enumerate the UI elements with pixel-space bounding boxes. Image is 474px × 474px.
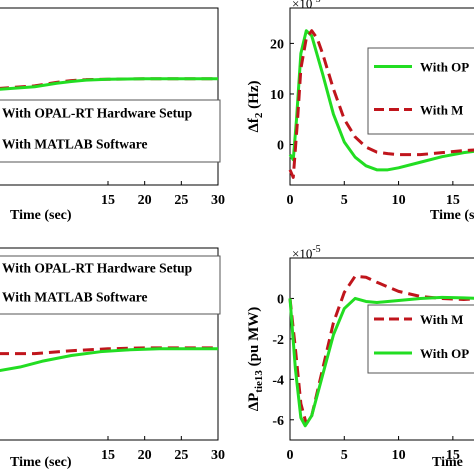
y-axis-label-ylabel_unit: (pu MW) bbox=[246, 307, 262, 370]
legend-label: With OP bbox=[420, 346, 469, 361]
y-axis-label: Δf2 (Hz) bbox=[246, 81, 265, 133]
y-axis-label-ylabel: ΔP bbox=[246, 393, 262, 412]
y-tick-label: -6 bbox=[272, 414, 284, 429]
panel-d: 0 5 10 15 0 -2 -4 -6 ×10-5 With M With OP Time ΔPtie… bbox=[246, 244, 474, 470]
axis-exponent: ×10-5 bbox=[292, 244, 321, 261]
x-tick-label: 30 bbox=[211, 193, 225, 208]
series-line-dashed-c bbox=[0, 346, 218, 356]
x-tick-label: 0 bbox=[287, 448, 294, 463]
legend-box-c bbox=[0, 255, 221, 315]
legend-box-b bbox=[367, 47, 474, 135]
x-tick-label: 20 bbox=[138, 448, 152, 463]
legend-box-d bbox=[367, 304, 474, 374]
x-tick-label: 10 bbox=[392, 193, 406, 208]
legend-label: With M bbox=[420, 312, 463, 327]
series-line-solid-c bbox=[0, 347, 218, 373]
x-axis-label: Time bbox=[432, 455, 463, 470]
legend-box-a bbox=[0, 99, 221, 163]
legend-label: With M bbox=[420, 103, 463, 118]
x-tick-label: 25 bbox=[174, 193, 188, 208]
legend-label: With OP bbox=[420, 60, 469, 75]
x-tick-label: 5 bbox=[341, 448, 348, 463]
legend-label: With MATLAB Software bbox=[2, 290, 148, 305]
legend-label: With OPAL-RT Hardware Setup bbox=[2, 261, 192, 276]
panel-b: 0 5 10 15 0 10 20 ×10-5 With OP With M Time (s Δf2 … bbox=[246, 0, 474, 223]
y-axis-label: ΔPtie13 (pu MW) bbox=[246, 307, 265, 412]
x-tick-label: 0 bbox=[287, 193, 294, 208]
y-tick-label: 0 bbox=[277, 292, 284, 307]
series-line-solid-d bbox=[288, 295, 474, 428]
panel-a: 15 20 25 30 With OPAL-RT Hardware Setup With … bbox=[0, 7, 225, 223]
x-axis-label: Time (s bbox=[430, 208, 474, 223]
x-tick-label: 30 bbox=[211, 448, 225, 463]
y-tick-label: 0 bbox=[277, 139, 284, 154]
x-tick-label: 25 bbox=[174, 448, 188, 463]
series-line-dashed-b bbox=[288, 29, 474, 179]
x-tick-label: 15 bbox=[101, 448, 115, 463]
x-tick-label: 15 bbox=[101, 193, 115, 208]
x-tick-label: 10 bbox=[392, 448, 406, 463]
x-axis-label: Time (sec) bbox=[10, 455, 72, 470]
plot-frame-b bbox=[289, 7, 474, 186]
x-tick-label: 15 bbox=[446, 193, 460, 208]
legend-label: With MATLAB Software bbox=[2, 137, 148, 152]
y-axis-label-ylabel_unit: (Hz) bbox=[246, 81, 262, 113]
y-tick-label: 20 bbox=[270, 37, 284, 52]
y-tick-label: -2 bbox=[272, 333, 284, 348]
x-axis-label: Time (sec) bbox=[10, 208, 72, 223]
exponent-base: ×10 bbox=[292, 246, 312, 261]
x-tick-label: 20 bbox=[138, 193, 152, 208]
y-axis-label-ylabel: Δf bbox=[246, 117, 262, 132]
axis-exponent: ×10-5 bbox=[292, 0, 321, 11]
panel-c: 15 20 25 30 With OPAL-RT Hardware Setup With … bbox=[0, 247, 225, 470]
exponent-base: ×10 bbox=[292, 0, 312, 11]
x-tick-label: 15 bbox=[446, 448, 460, 463]
exponent-power: -5 bbox=[312, 0, 320, 5]
series-line-solid-a bbox=[0, 77, 218, 91]
y-tick-label: 10 bbox=[270, 88, 284, 103]
y-axis-label-ylabel_sub: 2 bbox=[253, 112, 265, 118]
exponent-power: -5 bbox=[312, 244, 320, 255]
legend-label: With OPAL-RT Hardware Setup bbox=[2, 106, 192, 121]
y-axis-label-ylabel_sub: tie13 bbox=[253, 370, 265, 393]
y-tick-label: -4 bbox=[272, 373, 284, 388]
plot-frame-d bbox=[289, 257, 474, 441]
x-tick-label: 5 bbox=[341, 193, 348, 208]
